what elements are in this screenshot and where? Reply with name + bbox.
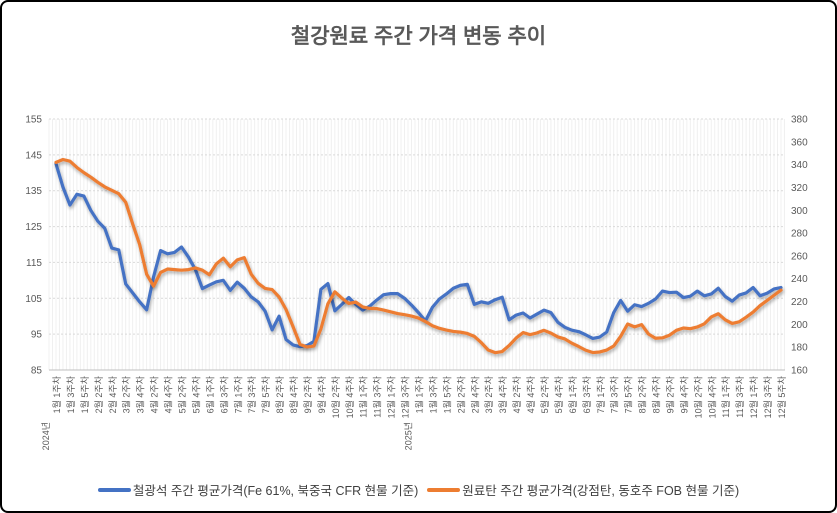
svg-text:2월 2주차: 2월 2주차 bbox=[93, 375, 104, 413]
svg-text:1월 3주차: 1월 3주차 bbox=[427, 375, 438, 413]
axis-tick-labels: 85 95 105 115 125 135 145 155 160 180 200 220 240 260… bbox=[25, 115, 808, 451]
svg-text:6월 1주차: 6월 1주차 bbox=[567, 375, 578, 413]
svg-text:1월 5주차: 1월 5주차 bbox=[441, 375, 452, 413]
svg-text:12월 1주차: 12월 1주차 bbox=[748, 375, 759, 418]
series-lines bbox=[54, 157, 783, 355]
svg-text:9월 4주차: 9월 4주차 bbox=[678, 375, 689, 413]
svg-text:5월 2주차: 5월 2주차 bbox=[176, 375, 187, 413]
svg-text:9월 4주차: 9월 4주차 bbox=[316, 375, 327, 413]
svg-text:7월 5주차: 7월 5주차 bbox=[623, 375, 634, 413]
svg-text:11월 3주차: 11월 3주차 bbox=[372, 375, 383, 417]
svg-text:220: 220 bbox=[791, 297, 808, 308]
legend-label-coking-coal: 원료탄 주간 평균가격(강점탄, 동호주 FOB 현물 기준) bbox=[462, 484, 740, 498]
svg-text:8월 4주차: 8월 4주차 bbox=[651, 375, 662, 413]
svg-text:2025년: 2025년 bbox=[404, 422, 414, 450]
svg-text:11월 3주차: 11월 3주차 bbox=[734, 375, 745, 417]
svg-text:11월 1주차: 11월 1주차 bbox=[720, 375, 731, 417]
svg-text:135: 135 bbox=[25, 186, 42, 197]
svg-text:280: 280 bbox=[791, 229, 808, 240]
svg-text:12월 1주차: 12월 1주차 bbox=[386, 375, 397, 418]
svg-text:6월 3주차: 6월 3주차 bbox=[581, 375, 592, 413]
svg-text:10월 2주차: 10월 2주차 bbox=[692, 375, 703, 418]
svg-text:7월 3주차: 7월 3주차 bbox=[246, 375, 257, 413]
svg-text:2월 2주차: 2월 2주차 bbox=[455, 375, 466, 413]
svg-text:9월 2주차: 9월 2주차 bbox=[302, 375, 313, 413]
svg-text:1월 1주차: 1월 1주차 bbox=[414, 375, 425, 413]
svg-text:7월 1주차: 7월 1주차 bbox=[595, 375, 606, 413]
chart-legend: 철광석 주간 평균가격(Fe 61%, 북중국 CFR 현물 기준) 원료탄 주… bbox=[2, 480, 835, 499]
svg-text:125: 125 bbox=[25, 222, 42, 233]
svg-text:380: 380 bbox=[791, 115, 808, 126]
svg-text:3월 4주차: 3월 4주차 bbox=[135, 375, 146, 413]
svg-text:7월 3주차: 7월 3주차 bbox=[609, 375, 620, 413]
svg-text:4월 4주차: 4월 4주차 bbox=[525, 375, 536, 413]
svg-text:10월 4주차: 10월 4주차 bbox=[706, 375, 717, 418]
legend-label-iron-ore: 철광석 주간 평균가격(Fe 61%, 북중국 CFR 현물 기준) bbox=[132, 484, 419, 498]
svg-text:160: 160 bbox=[791, 366, 808, 377]
svg-text:2024년: 2024년 bbox=[41, 422, 51, 450]
chart-title: 철강원료 주간 가격 변동 추이 bbox=[290, 25, 547, 48]
svg-text:12월 3주차: 12월 3주차 bbox=[762, 375, 773, 418]
svg-text:320: 320 bbox=[791, 183, 808, 194]
svg-text:145: 145 bbox=[25, 150, 42, 161]
svg-text:180: 180 bbox=[791, 343, 808, 354]
svg-text:5월 2주차: 5월 2주차 bbox=[539, 375, 550, 413]
coking-coal-line-swatch bbox=[427, 487, 461, 492]
svg-text:340: 340 bbox=[791, 160, 808, 171]
legend-item-iron-ore: 철광석 주간 평균가격(Fe 61%, 북중국 CFR 현물 기준) bbox=[97, 480, 419, 499]
svg-text:5월 4주차: 5월 4주차 bbox=[553, 375, 564, 413]
svg-text:85: 85 bbox=[31, 366, 43, 377]
svg-text:4월 4주차: 4월 4주차 bbox=[163, 375, 174, 413]
svg-text:105: 105 bbox=[25, 294, 42, 305]
svg-text:260: 260 bbox=[791, 251, 808, 262]
svg-text:4월 2주차: 4월 2주차 bbox=[511, 375, 522, 413]
horizontal-gridlines bbox=[49, 118, 785, 371]
svg-text:6월 1주차: 6월 1주차 bbox=[204, 375, 215, 413]
svg-text:8월 4주차: 8월 4주차 bbox=[288, 375, 299, 413]
svg-text:3월 4주차: 3월 4주차 bbox=[497, 375, 508, 413]
svg-text:200: 200 bbox=[791, 320, 808, 331]
svg-text:9월 2주차: 9월 2주차 bbox=[664, 375, 675, 413]
weekly-minor-gridlines bbox=[48, 119, 785, 370]
svg-text:300: 300 bbox=[791, 206, 808, 217]
legend-item-coking-coal: 원료탄 주간 평균가격(강점탄, 동호주 FOB 현물 기준) bbox=[427, 480, 739, 499]
svg-text:5월 4주차: 5월 4주차 bbox=[190, 375, 201, 413]
svg-text:8월 2주차: 8월 2주차 bbox=[274, 375, 285, 413]
svg-text:11월 1주차: 11월 1주차 bbox=[358, 375, 369, 417]
svg-text:12월 5주차: 12월 5주차 bbox=[776, 375, 787, 418]
svg-text:2월 4주차: 2월 4주차 bbox=[469, 375, 480, 413]
svg-text:6월 3주차: 6월 3주차 bbox=[218, 375, 229, 413]
svg-text:1월 3주차: 1월 3주차 bbox=[65, 375, 76, 413]
svg-text:95: 95 bbox=[31, 330, 43, 341]
svg-text:7월 1주차: 7월 1주차 bbox=[232, 375, 243, 413]
svg-text:360: 360 bbox=[791, 137, 808, 148]
svg-text:12월 3주차: 12월 3주차 bbox=[400, 375, 411, 418]
svg-text:8월 2주차: 8월 2주차 bbox=[637, 375, 648, 413]
svg-text:1월 1주차: 1월 1주차 bbox=[51, 375, 62, 413]
svg-text:155: 155 bbox=[25, 115, 42, 126]
svg-text:240: 240 bbox=[791, 274, 808, 285]
svg-text:3월 2주차: 3월 2주차 bbox=[483, 375, 494, 413]
svg-text:1월 5주차: 1월 5주차 bbox=[79, 375, 90, 413]
svg-text:10월 4주차: 10월 4주차 bbox=[344, 375, 355, 418]
iron-ore-line-swatch bbox=[97, 487, 131, 492]
svg-text:7월 5주차: 7월 5주차 bbox=[260, 375, 271, 413]
svg-text:4월 2주차: 4월 2주차 bbox=[149, 375, 160, 413]
svg-text:10월 2주차: 10월 2주차 bbox=[330, 375, 341, 418]
svg-text:2월 4주차: 2월 4주차 bbox=[107, 375, 118, 413]
svg-text:115: 115 bbox=[26, 258, 42, 269]
svg-text:3월 2주차: 3월 2주차 bbox=[121, 375, 132, 413]
